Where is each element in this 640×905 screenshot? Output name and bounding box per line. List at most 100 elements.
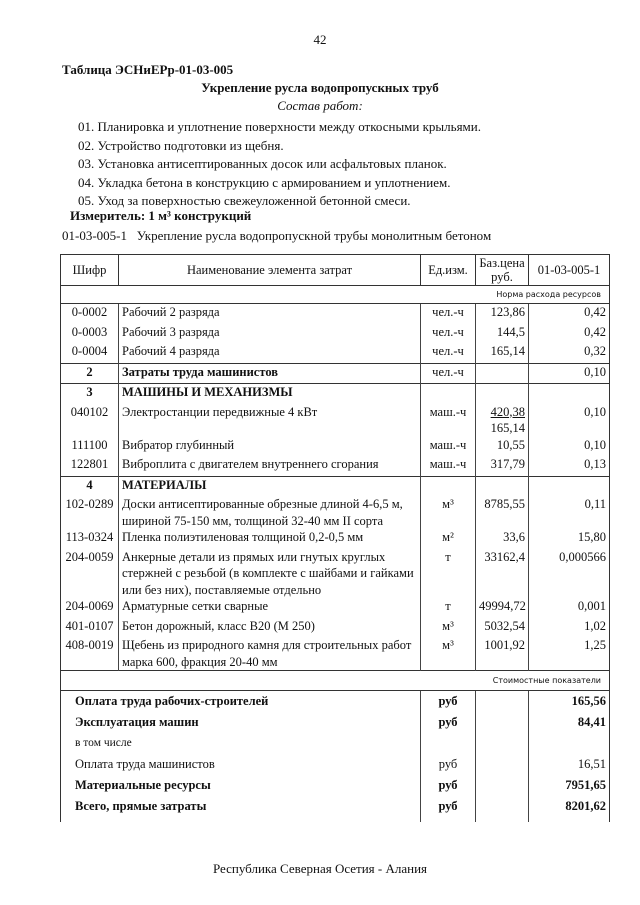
code-line-code: 01-03-005-1 <box>62 228 127 243</box>
row-unit <box>420 383 476 404</box>
row-price: 10,55 <box>475 436 529 456</box>
row-unit: т <box>420 548 476 598</box>
table-row: 122801 Виброплита с двигателем внутреннег… <box>60 456 610 476</box>
row-code: 401-0107 <box>60 617 119 637</box>
row-code: 2 <box>60 362 119 384</box>
totals-value: 8201,62 <box>528 796 610 822</box>
totals-empty <box>475 796 529 822</box>
totals-empty <box>475 712 529 733</box>
row-name: МАТЕРИАЛЫ <box>118 475 421 496</box>
row-norm: 0,10 <box>528 403 610 437</box>
row-unit: м³ <box>420 637 476 671</box>
totals-empty <box>475 733 529 754</box>
row-norm: 1,25 <box>528 637 610 671</box>
work-label: Состав работ: <box>277 98 363 113</box>
row-code: 3 <box>60 383 119 404</box>
price-value: 1001,92 <box>484 638 525 652</box>
table-row: 0-0002 Рабочий 2 разряда чел.-ч 123,86 0,42 <box>60 303 610 324</box>
table-row: 2 Затраты труда машинистов чел.-ч 0,10 <box>60 362 610 384</box>
header-norm: 01-03-005-1 <box>528 254 610 286</box>
row-name: Доски антисептированные обрезные длиной … <box>118 496 421 529</box>
price-secondary: 165,14 <box>490 421 525 435</box>
header-price: Баз.цена руб. <box>475 254 529 286</box>
price-value: 8785,55 <box>484 497 525 511</box>
cost-caption-row: Стоимостные показатели <box>60 670 610 691</box>
totals-value: 165,56 <box>528 690 610 712</box>
totals-row: Оплата труда рабочих-строителей руб 165,56 <box>60 690 610 712</box>
table-row: 204-0069 Арматурные сетки сварные т 49994,7… <box>60 598 610 618</box>
row-name: Пленка полиэтиленовая толщиной 0,2-0,5 м… <box>118 529 421 549</box>
totals-name: в том числе <box>60 733 421 754</box>
table-row: 0-0003 Рабочий 3 разряда чел.-ч 144,5 0,42 <box>60 323 610 343</box>
price-value: 420,38 <box>490 404 525 419</box>
totals-name: Материальные ресурсы <box>60 775 421 796</box>
row-name: Вибратор глубинный <box>118 436 421 456</box>
price-value: 10,55 <box>496 437 525 452</box>
row-norm: 0,10 <box>528 436 610 456</box>
row-norm: 0,13 <box>528 456 610 476</box>
totals-name: Оплата труда машинистов <box>60 754 421 775</box>
totals-empty <box>475 754 529 775</box>
row-unit: т <box>420 598 476 618</box>
row-name: Анкерные детали из прямых или гнутых кру… <box>118 548 421 598</box>
page-number: 42 <box>313 32 327 47</box>
price-value: 49994,72 <box>479 599 526 613</box>
row-code: 0-0003 <box>60 323 119 343</box>
row-unit: м³ <box>420 496 476 529</box>
table-row: 102-0289 Доски антисептированные обрезные… <box>60 496 610 529</box>
row-price: 420,38 165,14 <box>475 403 529 437</box>
row-name: Электростанции передвижные 4 кВт <box>118 403 421 437</box>
table-header: Шифр Наименование элемента затрат Ед.изм… <box>60 254 610 286</box>
row-unit: чел.-ч <box>420 303 476 324</box>
row-price: 165,14 <box>475 343 529 363</box>
row-norm: 0,001 <box>528 598 610 618</box>
row-unit <box>420 475 476 496</box>
row-price <box>475 362 529 384</box>
row-name: Рабочий 3 разряда <box>118 323 421 343</box>
table-row: 4 МАТЕРИАЛЫ <box>60 475 610 496</box>
row-unit: чел.-ч <box>420 323 476 343</box>
totals-empty <box>475 775 529 796</box>
totals-row: Оплата труда машинистов руб 16,51 <box>60 754 610 775</box>
totals-value: 16,51 <box>528 754 610 775</box>
table-row: 401-0107 Бетон дорожный, класс B20 (М 250… <box>60 617 610 637</box>
table-row: 111100 Вибратор глубинный маш.-ч 10,55 0,10 <box>60 436 610 456</box>
row-code: 0-0002 <box>60 303 119 324</box>
price-value: 5032,54 <box>484 618 525 633</box>
row-unit: чел.-ч <box>420 343 476 363</box>
work-item: 05. Уход за поверхностью свежеуложенной … <box>78 193 411 208</box>
row-norm: 0,32 <box>528 343 610 363</box>
row-norm: 0,10 <box>528 362 610 384</box>
header-code: Шифр <box>60 254 119 286</box>
totals-unit: руб <box>420 712 476 733</box>
row-unit: маш.-ч <box>420 456 476 476</box>
table-row: 3 МАШИНЫ И МЕХАНИЗМЫ <box>60 383 610 404</box>
price-value: 33,6 <box>503 530 525 544</box>
row-code: 113-0324 <box>60 529 119 549</box>
row-name: Рабочий 2 разряда <box>118 303 421 324</box>
totals-row: Эксплуатация машин руб 84,41 <box>60 712 610 733</box>
table-title: Таблица ЭСНиЕРр-01-03-005 <box>62 62 234 77</box>
row-price: 8785,55 <box>475 496 529 529</box>
row-code: 4 <box>60 475 119 496</box>
totals-unit: руб <box>420 690 476 712</box>
totals-name: Эксплуатация машин <box>60 712 421 733</box>
row-price <box>475 383 529 404</box>
code-line-text: Укрепление русла водопропускной трубы мо… <box>136 228 492 243</box>
totals-value <box>528 733 610 754</box>
row-price: 144,5 <box>475 323 529 343</box>
row-code: 204-0059 <box>60 548 119 598</box>
row-unit: м³ <box>420 617 476 637</box>
totals-row: Материальные ресурсы руб 7951,65 <box>60 775 610 796</box>
resource-table: Шифр Наименование элемента затрат Ед.изм… <box>60 254 610 822</box>
header-name: Наименование элемента затрат <box>118 254 421 286</box>
row-code: 408-0019 <box>60 637 119 671</box>
header-unit: Ед.изм. <box>420 254 476 286</box>
table-row: 204-0059 Анкерные детали из прямых или гн… <box>60 548 610 598</box>
totals-row: Всего, прямые затраты руб 8201,62 <box>60 796 610 822</box>
norm-caption: Норма расхода ресурсов <box>60 285 610 304</box>
totals-row: в том числе <box>60 733 610 754</box>
totals-name: Оплата труда рабочих-строителей <box>60 690 421 712</box>
row-code: 102-0289 <box>60 496 119 529</box>
price-value: 123,86 <box>490 305 525 319</box>
